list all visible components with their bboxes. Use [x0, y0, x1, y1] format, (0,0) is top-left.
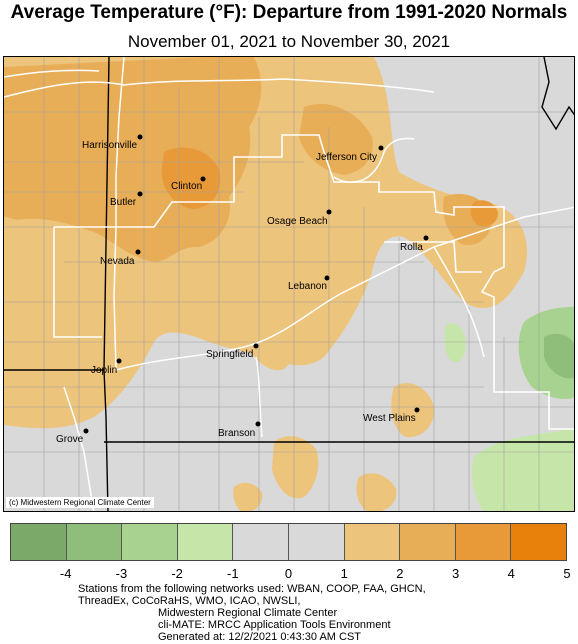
map-subtitle: November 01, 2021 to November 30, 2021: [127, 32, 451, 51]
highway-us65: [255, 356, 263, 438]
legend-swatch-3: [177, 524, 234, 560]
city-label-harrisonville: Harrisonville: [82, 140, 137, 151]
city-dot-butler: [137, 191, 143, 197]
legend-tick: -1: [227, 566, 239, 581]
anomaly-zone-south-2: [233, 482, 263, 511]
legend-tick: 4: [507, 566, 515, 581]
city-dot-lebanon: [324, 275, 330, 281]
city-label-branson: Branson: [218, 428, 255, 439]
legend-tick: 5: [563, 566, 571, 581]
legend-swatch-1: [66, 524, 123, 560]
highway-i70: [4, 78, 435, 98]
anomaly-zone-neg-1-southeast: [472, 427, 574, 511]
city-dot-nevada: [135, 249, 141, 255]
map-canvas: Harrisonville Jefferson City Clinton But…: [4, 57, 574, 511]
city-label-springfield: Springfield: [206, 349, 253, 360]
legend-tick: 2: [396, 566, 404, 581]
anomaly-zone-west-plains: [391, 383, 435, 438]
anomaly-zone-neg-1-mid: [444, 323, 466, 363]
city-markers: Harrisonville Jefferson City Clinton But…: [56, 134, 429, 445]
map-title: Average Temperature (°F): Departure from…: [10, 2, 568, 23]
highway-us54: [333, 137, 415, 184]
anomaly-zone-3-4-clinton: [161, 147, 221, 209]
city-dot-grove: [83, 428, 89, 434]
temperature-departure-map: Harrisonville Jefferson City Clinton But…: [3, 56, 575, 512]
ks-mo-border: [103, 57, 110, 511]
city-label-grove: Grove: [56, 434, 84, 445]
city-dot-clinton: [200, 176, 206, 182]
footer-notes: Stations from the following networks use…: [78, 583, 426, 643]
anomaly-zone-south: [356, 473, 397, 511]
county-boundaries: [4, 57, 574, 511]
city-label-butler: Butler: [110, 197, 137, 208]
legend-swatch-0: [11, 524, 67, 560]
footer-line-climate: cli-MATE: MRCC Application Tools Environ…: [158, 619, 391, 631]
state-boundaries: [4, 57, 574, 511]
city-dot-joplin: [116, 358, 122, 364]
highway-us71: [113, 57, 125, 371]
legend-color-bar: [10, 523, 567, 561]
legend-swatch-6: [344, 524, 401, 560]
legend-tick-labels: -4 -3 -2 -1 0 1 2 3 4 5: [10, 566, 571, 582]
highway-i44: [115, 206, 574, 371]
footer-line-mrcc: Midwestern Regional Climate Center: [158, 607, 338, 619]
legend-tick: -4: [59, 566, 72, 581]
city-dot-osage-beach: [326, 209, 332, 215]
legend-swatch-4: [233, 524, 289, 560]
anomaly-zone-neg-2-3-east: [544, 333, 574, 379]
region-boundary-north: [54, 134, 574, 430]
region-outline: [53, 134, 574, 430]
city-dot-jefferson-city: [378, 145, 384, 151]
anomaly-zone-2-3: [4, 57, 262, 262]
city-dot-branson: [255, 421, 261, 427]
city-dot-west-plains: [414, 407, 420, 413]
city-label-jefferson-city: Jefferson City: [316, 152, 377, 163]
city-label-osage-beach: Osage Beach: [267, 216, 328, 227]
legend-swatch-8: [455, 524, 512, 560]
legend-swatch-7: [400, 524, 456, 560]
city-label-lebanon: Lebanon: [288, 281, 327, 292]
mississippi-river-border: [541, 57, 574, 131]
anomaly-zone-1-2-south: [242, 306, 300, 371]
legend-tick: -2: [171, 566, 183, 581]
city-label-west-plains: West Plains: [363, 413, 416, 424]
legend-swatch-2: [122, 524, 178, 560]
city-dot-harrisonville: [137, 134, 143, 140]
city-label-clinton: Clinton: [171, 181, 202, 192]
highway-kc: [4, 69, 100, 78]
legend-tick: 0: [284, 566, 293, 581]
legend-swatch-5: [288, 524, 345, 560]
region-boundary-rolla: [384, 241, 482, 273]
city-label-nevada: Nevada: [100, 256, 135, 267]
footer-line-networks: Stations from the following networks use…: [78, 583, 426, 595]
highway-us63: [433, 246, 485, 358]
region-boundary-west: [53, 227, 102, 338]
city-label-joplin: Joplin: [91, 365, 117, 376]
legend-tick: -3: [115, 566, 128, 581]
copyright-credit: (c) Midwestern Regional Climate Center: [6, 497, 154, 508]
highways: [4, 57, 574, 511]
anomaly-zone-branson-south: [272, 436, 319, 499]
city-label-rolla: Rolla: [400, 242, 423, 253]
footer-line-generated: Generated at: 12/2/2021 0:43:30 AM CST: [158, 631, 362, 643]
legend-tick: 1: [340, 566, 348, 581]
city-dot-rolla: [423, 235, 429, 241]
city-dot-springfield: [253, 343, 259, 349]
highway-ok: [63, 386, 95, 511]
footer-line-networks-cont: ThreadEx, CoCoRaHS, WMO, ICAO, NWSLI,: [78, 595, 301, 607]
anomaly-zone-jefferson-city: [299, 103, 373, 175]
legend-swatch-9: [511, 524, 566, 560]
legend-tick: 3: [451, 566, 460, 581]
